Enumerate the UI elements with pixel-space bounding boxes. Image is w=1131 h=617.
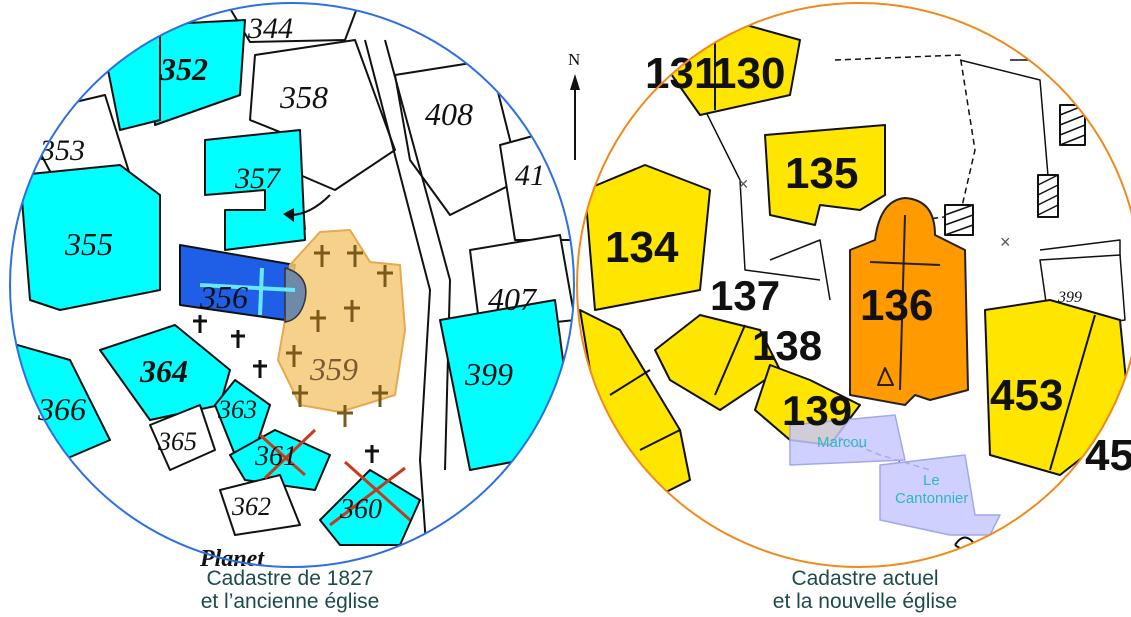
parcel-357-shape — [204, 129, 306, 251]
svg-text:×: × — [1000, 232, 1011, 252]
left-caption-line2: et l’ancienne église — [200, 590, 380, 613]
parcel-365-shape — [149, 404, 216, 471]
parcel-362-shape — [219, 474, 301, 536]
street-label: Planet — [199, 546, 265, 572]
parcel-134-shape — [584, 164, 711, 311]
parcel-364-label: 364 — [139, 353, 188, 389]
parcel-344-label: 344 — [247, 12, 293, 45]
cemetery-shape — [277, 229, 406, 413]
left-map: 344 352 358 408 353 357 41 355 356 359 4… — [9, 2, 575, 572]
right-map-caption: Cadastre actuel et la nouvelle église — [715, 567, 1015, 613]
parcel-360-label: 360 — [339, 494, 382, 525]
new-church-shape — [849, 197, 969, 406]
parcel-365-label: 365 — [157, 427, 197, 456]
north-letter: N — [568, 50, 580, 69]
place-marcou-shape — [789, 414, 906, 466]
parcel-352-label: 352 — [159, 51, 208, 87]
left-map-caption: Cadastre de 1827 et l’ancienne église — [140, 567, 440, 613]
parcel-399r-label: 399 — [1057, 289, 1082, 306]
parcel-130-label: 130 — [712, 49, 785, 98]
parcel-139-label: 139 — [782, 387, 852, 434]
parcel-399-label: 399 — [464, 356, 513, 392]
right-map: × × 131 130 135 134 137 136 138 139 453 … — [576, 2, 1131, 568]
parcel-358-label: 358 — [279, 79, 328, 115]
parcel-136-label: 136 — [860, 281, 933, 330]
place-cantonnier-label-2: Cantonnier — [895, 490, 968, 507]
parcel-45-label: 45 — [1085, 431, 1131, 480]
parcel-363-shape — [214, 379, 271, 456]
parcel-358-shape — [249, 39, 396, 191]
north-arrow: N — [568, 50, 580, 160]
parcel-453-label: 453 — [990, 371, 1063, 420]
parcel-356-label: 356 — [199, 279, 248, 315]
left-caption-line1: Cadastre de 1827 — [206, 567, 374, 590]
parcel-362-label: 362 — [231, 492, 271, 521]
right-map-border — [576, 2, 1131, 568]
parcel-408-label: 408 — [425, 96, 473, 132]
place-cantonnier-shape — [879, 454, 1001, 536]
parcel-355-shape — [19, 164, 161, 311]
parcel-353-label: 353 — [39, 134, 85, 167]
parcel-364-shape — [99, 324, 231, 421]
parcel-361-label: 361 — [254, 441, 297, 472]
parcel-137-label: 137 — [710, 272, 780, 319]
parcel-357-label: 357 — [234, 162, 282, 195]
left-map-border — [9, 2, 575, 568]
right-caption-line1: Cadastre actuel — [791, 567, 939, 590]
parcel-134-label: 134 — [605, 223, 679, 272]
parcel-138-label: 138 — [752, 322, 822, 369]
svg-text:×: × — [738, 174, 749, 194]
place-marcou-label: Marcou — [817, 434, 867, 451]
parcel-359-label: 359 — [309, 351, 358, 387]
parcel-131-label: 131 — [645, 49, 718, 98]
parcel-355-label: 355 — [64, 226, 113, 262]
parcel-407-label: 407 — [488, 281, 538, 317]
parcel-135-label: 135 — [785, 149, 858, 198]
right-caption-line2: et la nouvelle église — [772, 590, 958, 613]
parcel-41-label: 41 — [515, 159, 545, 192]
place-cantonnier-label-1: Le — [923, 472, 940, 489]
parcel-135-shape — [764, 124, 886, 226]
parcel-363-label: 363 — [217, 395, 257, 424]
